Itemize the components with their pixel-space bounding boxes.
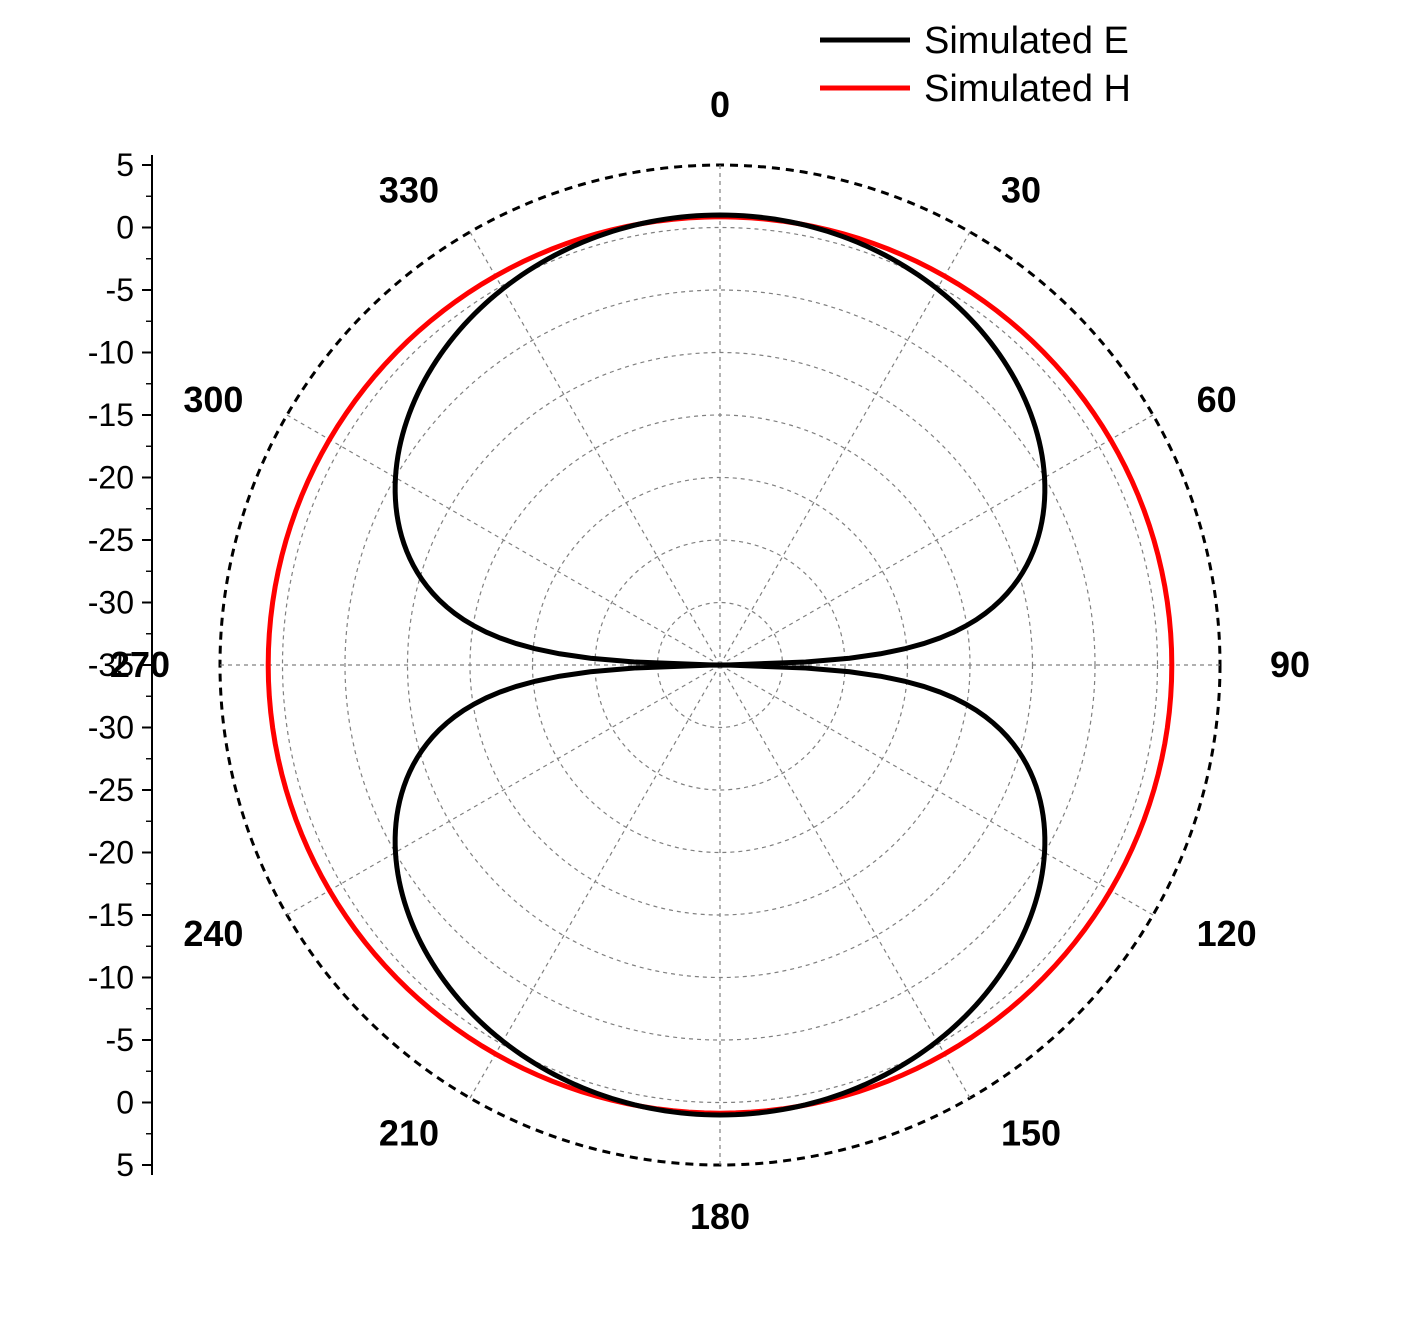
angle-label-30: 30 <box>1001 169 1041 210</box>
radial-axis-label-12: -15 <box>88 897 134 933</box>
angle-label-0: 0 <box>710 84 730 125</box>
radial-axis-label-4: -15 <box>88 397 134 433</box>
legend: Simulated E Simulated H <box>820 20 1131 110</box>
angle-label-330: 330 <box>379 169 439 210</box>
angle-label-180: 180 <box>690 1196 750 1237</box>
angle-label-60: 60 <box>1197 379 1237 420</box>
radial-axis-label-15: 0 <box>116 1085 134 1121</box>
polar-svg: 030609012015018021024027030033050-5-10-1… <box>0 0 1417 1332</box>
radial-axis-label-3: -10 <box>88 335 134 371</box>
angle-label-300: 300 <box>183 379 243 420</box>
radial-axis-label-9: -30 <box>88 710 134 746</box>
angle-label-240: 240 <box>183 913 243 954</box>
radial-axis-label-13: -10 <box>88 960 134 996</box>
radial-axis-label-8: -35 <box>88 647 134 683</box>
radial-axis-label-2: -5 <box>106 272 134 308</box>
angle-label-90: 90 <box>1270 644 1310 685</box>
radial-axis-label-16: 5 <box>116 1147 134 1183</box>
radial-axis-label-14: -5 <box>106 1022 134 1058</box>
legend-label-1: Simulated H <box>924 68 1131 110</box>
legend-label-0: Simulated E <box>924 20 1129 62</box>
radial-axis-label-1: 0 <box>116 210 134 246</box>
radial-axis-label-7: -30 <box>88 585 134 621</box>
polar-chart: 030609012015018021024027030033050-5-10-1… <box>0 0 1417 1332</box>
radial-axis-label-6: -25 <box>88 522 134 558</box>
radial-axis-label-11: -20 <box>88 835 134 871</box>
angle-label-120: 120 <box>1197 913 1257 954</box>
radial-axis-label-5: -20 <box>88 460 134 496</box>
angle-label-210: 210 <box>379 1113 439 1154</box>
radial-axis-label-10: -25 <box>88 772 134 808</box>
angle-label-150: 150 <box>1001 1113 1061 1154</box>
radial-axis-label-0: 5 <box>116 147 134 183</box>
